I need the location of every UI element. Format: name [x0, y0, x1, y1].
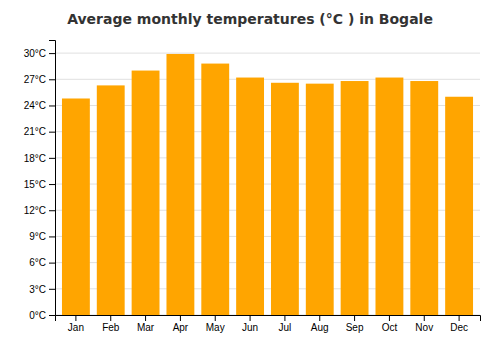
tick-label: Oct	[382, 322, 398, 333]
tick-label: Aug	[311, 322, 329, 333]
plot: Jan Feb Mar Apr May Jun Jul Aug Sep Oct Nov Dec 0°C 3…	[24, 41, 481, 334]
y-tick: 27°C	[24, 74, 55, 85]
tick-label: 12°C	[24, 205, 46, 216]
x-tick: Nov	[415, 315, 433, 333]
y-tick: 9°C	[29, 231, 55, 242]
tick-label: 27°C	[24, 74, 46, 85]
bars	[62, 54, 473, 315]
x-tick: Feb	[102, 315, 120, 333]
x-tick: Jan	[68, 315, 84, 333]
axis-line	[49, 41, 56, 316]
bar	[201, 64, 229, 315]
tick-label: Nov	[415, 322, 433, 333]
tick-mark	[49, 236, 55, 237]
tick-mark	[250, 315, 251, 321]
bar	[271, 83, 299, 315]
x-tick: Jul	[279, 315, 292, 333]
tick-mark	[424, 315, 425, 321]
tick-mark	[180, 315, 181, 321]
tick-mark	[49, 184, 55, 185]
tick-label: Jul	[279, 322, 292, 333]
bar	[410, 81, 438, 315]
tick-label: Apr	[173, 322, 189, 333]
grid	[55, 53, 480, 315]
tick-label: 21°C	[24, 126, 46, 137]
grid-line	[55, 53, 480, 54]
bar	[375, 78, 403, 315]
bar	[306, 84, 334, 315]
x-tick: Mar	[137, 315, 155, 333]
tick-label: 24°C	[24, 100, 46, 111]
tick-mark	[215, 315, 216, 321]
bar	[132, 71, 160, 315]
y-tick: 21°C	[24, 126, 55, 137]
tick-label: Dec	[450, 322, 468, 333]
tick-mark	[49, 289, 55, 290]
tick-mark	[389, 315, 390, 321]
bar	[341, 81, 369, 315]
title: Average monthly temperatures (°C ) in Bo…	[67, 11, 433, 27]
grid-line	[55, 79, 480, 80]
tick-mark	[49, 79, 55, 80]
x-axis: Jan Feb Mar Apr May Jun Jul Aug Sep Oct Nov Dec	[56, 315, 481, 333]
x-tick: Oct	[382, 315, 398, 333]
x-tick: Dec	[450, 315, 468, 333]
y-tick: 12°C	[24, 205, 55, 216]
x-tick: Apr	[173, 315, 189, 333]
bar	[236, 78, 264, 315]
tick-mark	[319, 315, 320, 321]
tick-label: Jan	[68, 322, 84, 333]
x-tick: Jun	[242, 315, 258, 333]
tick-mark	[145, 315, 146, 321]
tick-label: 18°C	[24, 153, 46, 164]
tick-label: 6°C	[29, 257, 46, 268]
chart: Jan Feb Mar Apr May Jun Jul Aug Sep Oct Nov Dec 0°C 3…	[0, 0, 500, 350]
y-tick: 3°C	[29, 284, 55, 295]
y-tick: 6°C	[29, 257, 55, 268]
y-tick: 24°C	[24, 100, 55, 111]
axis-line	[56, 316, 481, 322]
bar	[166, 54, 194, 315]
tick-label: Feb	[102, 322, 120, 333]
tick-label: 3°C	[29, 284, 46, 295]
tick-mark	[354, 315, 355, 321]
tick-label: 0°C	[29, 310, 46, 321]
tick-mark	[49, 53, 55, 54]
y-axis: 0°C 3°C 6°C 9°C 12°C 15°C 18°C 21°C 24°C 27°C 30°C	[24, 41, 56, 321]
y-tick: 15°C	[24, 179, 55, 190]
bar	[97, 85, 125, 315]
bar	[445, 97, 473, 315]
tick-mark	[49, 132, 55, 133]
tick-label: 9°C	[29, 231, 46, 242]
x-tick: Sep	[346, 315, 364, 333]
tick-mark	[49, 315, 55, 316]
x-tick: Aug	[311, 315, 329, 333]
tick-label: May	[206, 322, 225, 333]
y-tick: 30°C	[24, 48, 55, 59]
y-tick: 18°C	[24, 153, 55, 164]
tick-mark	[49, 105, 55, 106]
tick-mark	[110, 315, 111, 321]
tick-mark	[49, 210, 55, 211]
tick-mark	[49, 158, 55, 159]
tick-mark	[284, 315, 285, 321]
tick-label: Sep	[346, 322, 364, 333]
bar	[62, 98, 90, 315]
y-tick: 0°C	[29, 310, 55, 321]
tick-mark	[75, 315, 76, 321]
tick-mark	[49, 263, 55, 264]
tick-label: 30°C	[24, 48, 46, 59]
tick-label: Jun	[242, 322, 258, 333]
tick-label: Mar	[137, 322, 155, 333]
tick-label: 15°C	[24, 179, 46, 190]
tick-mark	[459, 315, 460, 321]
x-tick: May	[206, 315, 225, 333]
